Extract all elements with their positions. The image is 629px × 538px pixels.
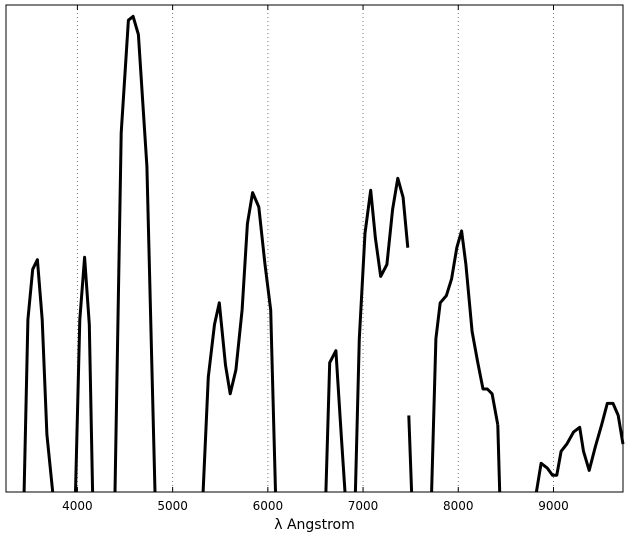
- x-tick-label-8000: 8000: [443, 499, 474, 513]
- spectrum-segment-5: [324, 349, 347, 493]
- spectrum-segment-9: [496, 424, 502, 493]
- spectrum-segment-1: [22, 258, 55, 493]
- plot-frame: [5, 4, 624, 493]
- spectrum-line: [22, 14, 625, 493]
- x-axis-label: λ Angstrom: [274, 517, 355, 533]
- spectrum-segment-10: [534, 401, 625, 493]
- x-tick-label-9000: 9000: [538, 499, 569, 513]
- spectrum-segment-3: [113, 14, 157, 493]
- spectrum-segment-4: [201, 191, 277, 493]
- spectrum-segment-7: [407, 415, 414, 493]
- x-tick-label-6000: 6000: [253, 499, 284, 513]
- x-axis-ticks: 4000 5000 6000 7000 8000 9000: [62, 5, 569, 513]
- spectrum-segment-2: [74, 255, 95, 493]
- x-tick-label-7000: 7000: [348, 499, 379, 513]
- spectrum-segment-8: [430, 229, 500, 493]
- x-tick-label-5000: 5000: [157, 499, 188, 513]
- spectrum-segment-6: [353, 176, 410, 493]
- x-tick-label-4000: 4000: [62, 499, 93, 513]
